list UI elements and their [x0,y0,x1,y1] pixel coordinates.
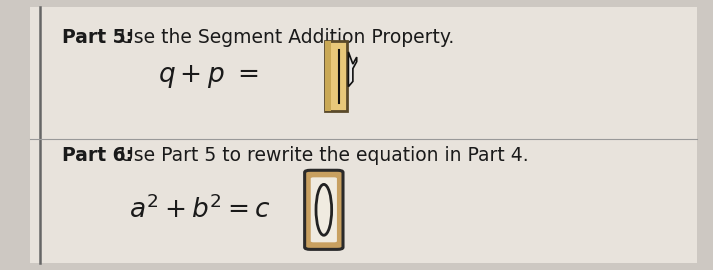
Text: Part 6:: Part 6: [62,146,133,165]
FancyBboxPatch shape [311,177,337,242]
Polygon shape [349,52,356,87]
Bar [324,42,332,111]
FancyBboxPatch shape [304,170,343,249]
FancyBboxPatch shape [324,42,347,111]
Ellipse shape [316,184,332,235]
Text: $q + p\ =\ $: $q + p\ =\ $ [158,63,258,90]
Text: Use Part 5 to rewrite the equation in Part 4.: Use Part 5 to rewrite the equation in Pa… [114,146,529,165]
Text: Use the Segment Addition Property.: Use the Segment Addition Property. [114,28,455,47]
Text: $a^2 + b^2 = c$: $a^2 + b^2 = c$ [129,195,271,224]
Text: Part 5:: Part 5: [62,28,133,47]
